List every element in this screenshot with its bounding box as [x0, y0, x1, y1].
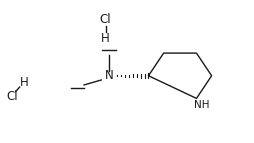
Text: Cl: Cl — [100, 13, 111, 26]
Text: N: N — [105, 69, 114, 82]
Text: NH: NH — [194, 100, 209, 110]
Text: H: H — [101, 32, 110, 45]
Text: Cl: Cl — [6, 91, 18, 104]
Text: H: H — [20, 76, 29, 89]
